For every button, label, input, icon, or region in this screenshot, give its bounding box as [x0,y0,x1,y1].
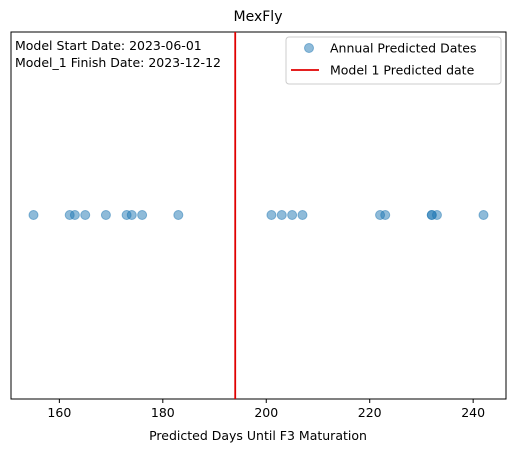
annotation-start-date: Model Start Date: 2023-06-01 [15,38,202,53]
scatter-point [478,210,489,220]
x-tick-label: 200 [254,405,278,420]
legend: Annual Predicted Dates Model 1 Predicted… [285,36,502,85]
scatter-point [69,210,80,220]
scatter-point [380,210,391,220]
scatter-point [266,210,277,220]
annotation-finish-date: Model_1 Finish Date: 2023-12-12 [15,55,221,70]
scatter-point [173,210,184,220]
scatter-points [28,210,489,220]
scatter-point [28,210,39,220]
scatter-point [80,210,91,220]
legend-label-scatter: Annual Predicted Dates [330,41,476,56]
chart-title: MexFly [234,9,283,25]
plot-area [10,31,507,400]
x-axis-ticks: 160 180 200 220 240 [47,399,485,420]
scatter-point [431,210,442,220]
scatter-point [287,210,298,220]
scatter-point [126,210,137,220]
x-tick-label: 160 [47,405,71,420]
x-tick-label: 240 [461,405,485,420]
legend-scatter-marker [304,43,314,53]
scatter-point [297,210,308,220]
legend-label-vline: Model 1 Predicted date [330,63,475,78]
legend-box [285,36,502,85]
scatter-point [100,210,111,220]
x-axis-label: Predicted Days Until F3 Maturation [149,428,367,443]
x-tick-label: 220 [358,405,382,420]
x-tick-label: 180 [151,405,175,420]
scatter-point [276,210,287,220]
scatter-point [137,210,148,220]
